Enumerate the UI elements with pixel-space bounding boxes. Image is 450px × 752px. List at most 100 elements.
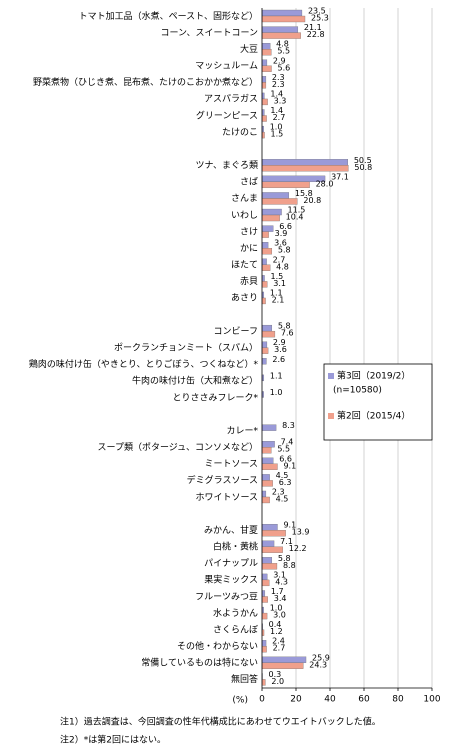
value-label: 3.1 [273, 570, 286, 579]
value-label: 1.2 [270, 627, 283, 636]
x-tick-label: 20 [290, 695, 302, 705]
value-label: 2.7 [273, 255, 286, 264]
note: 注1）過去調査は、今回調査の性年代構成比にあわせてウエイトバックした値。 [60, 716, 381, 728]
x-tick-label: 80 [392, 695, 404, 705]
value-label: 50.5 [354, 156, 372, 165]
category-label: ツナ、まぐろ類 [195, 160, 258, 171]
value-label: 9.1 [283, 521, 296, 530]
value-label: 5.5 [277, 47, 290, 56]
value-label: 0.4 [269, 620, 282, 629]
bar [261, 258, 267, 265]
value-label: 2.7 [273, 113, 286, 122]
bar [261, 225, 274, 232]
category-label: 大豆 [240, 43, 258, 55]
bar [261, 98, 268, 106]
bar [261, 596, 268, 603]
value-label: 6.3 [279, 478, 292, 487]
value-label: 50.8 [354, 163, 372, 172]
category-label: 野菜煮物（ひじき煮、昆布煮、たけのこおかか煮など） [33, 76, 258, 88]
bar [261, 159, 348, 166]
bar [261, 441, 275, 448]
value-label: 2.9 [273, 338, 286, 347]
bar [261, 76, 267, 83]
category-label: パイナップル [204, 558, 258, 569]
bar [261, 457, 274, 464]
value-label: 4.8 [276, 40, 289, 49]
legend-note: (n=10580) [333, 386, 382, 396]
category-label: デミグラスソース [187, 474, 258, 486]
value-label: 3.0 [273, 611, 286, 620]
value-label: 1.0 [270, 388, 283, 397]
bar [261, 563, 278, 570]
value-label: 15.8 [295, 189, 313, 198]
category-label: 鶏肉の味付け缶（やきとり、とりごぼう、つくねなど）* [29, 358, 259, 370]
value-label: 2.4 [272, 637, 285, 646]
value-label: 1.4 [270, 106, 283, 115]
value-label: 2.3 [272, 73, 285, 82]
value-label: 12.2 [289, 544, 307, 553]
bar [261, 640, 267, 647]
value-label: 28.0 [316, 179, 334, 188]
legend-box [323, 363, 433, 441]
value-label: 5.8 [278, 322, 291, 331]
value-label: 25.9 [312, 653, 330, 662]
value-label: 7.1 [280, 537, 293, 546]
bar [261, 424, 277, 431]
bar [261, 341, 268, 348]
bar [261, 214, 280, 222]
value-label: 1.4 [270, 89, 283, 98]
value-label: 6.6 [279, 454, 292, 463]
category-label: その他・わからない [177, 640, 258, 652]
value-label: 7.6 [281, 329, 294, 338]
bar [261, 264, 271, 271]
value-label: 37.1 [331, 172, 349, 181]
value-label: 2.1 [272, 295, 285, 304]
bar [261, 579, 270, 587]
category-label: スープ類（ポタージュ、コンソメなど） [98, 442, 258, 453]
category-label: 常備しているものは特にない [141, 657, 258, 669]
bar [261, 181, 310, 189]
bar [261, 324, 273, 332]
value-label: 5.8 [278, 246, 291, 255]
x-tick-label: 60 [358, 695, 370, 705]
category-label: 牛肉の味付け缶（大和煮など） [132, 375, 258, 387]
value-label: 2.0 [271, 677, 284, 686]
category-label: かに [240, 243, 258, 254]
value-label: 4.8 [276, 262, 289, 271]
bar [261, 208, 282, 216]
value-label: 1.5 [271, 130, 284, 139]
value-label: 24.3 [309, 660, 327, 669]
category-label: さんま [231, 193, 258, 204]
value-label: 13.9 [292, 528, 310, 537]
category-label: フルーツみつ豆 [195, 591, 258, 602]
bar [261, 557, 273, 564]
bar [261, 32, 301, 39]
value-label: 8.3 [282, 421, 295, 430]
value-label: 3.3 [274, 96, 287, 105]
bar [261, 231, 269, 238]
category-label: 白桃・黄桃 [213, 541, 258, 553]
value-label: 9.1 [283, 461, 296, 470]
bar [261, 662, 304, 669]
value-label: 3.9 [275, 229, 288, 238]
bar [261, 347, 269, 354]
value-label: 4.3 [275, 577, 288, 586]
value-label: 2.3 [272, 487, 285, 496]
bar [261, 297, 266, 305]
value-label: 1.0 [270, 604, 283, 613]
category-label: コンビーフ [214, 326, 258, 337]
category-label: さば [240, 177, 258, 188]
category-label: カレー* [226, 425, 258, 436]
category-label: ミートソース [204, 460, 258, 470]
value-label: 10.4 [286, 213, 304, 222]
bar [261, 463, 278, 470]
bar [261, 447, 272, 454]
bar [261, 198, 298, 205]
bar [261, 523, 278, 531]
legend-swatch [328, 373, 334, 379]
bar [261, 612, 268, 620]
value-label: 11.5 [288, 206, 306, 215]
bar [261, 115, 267, 122]
category-label: あさり [231, 293, 258, 304]
bar [261, 165, 349, 172]
